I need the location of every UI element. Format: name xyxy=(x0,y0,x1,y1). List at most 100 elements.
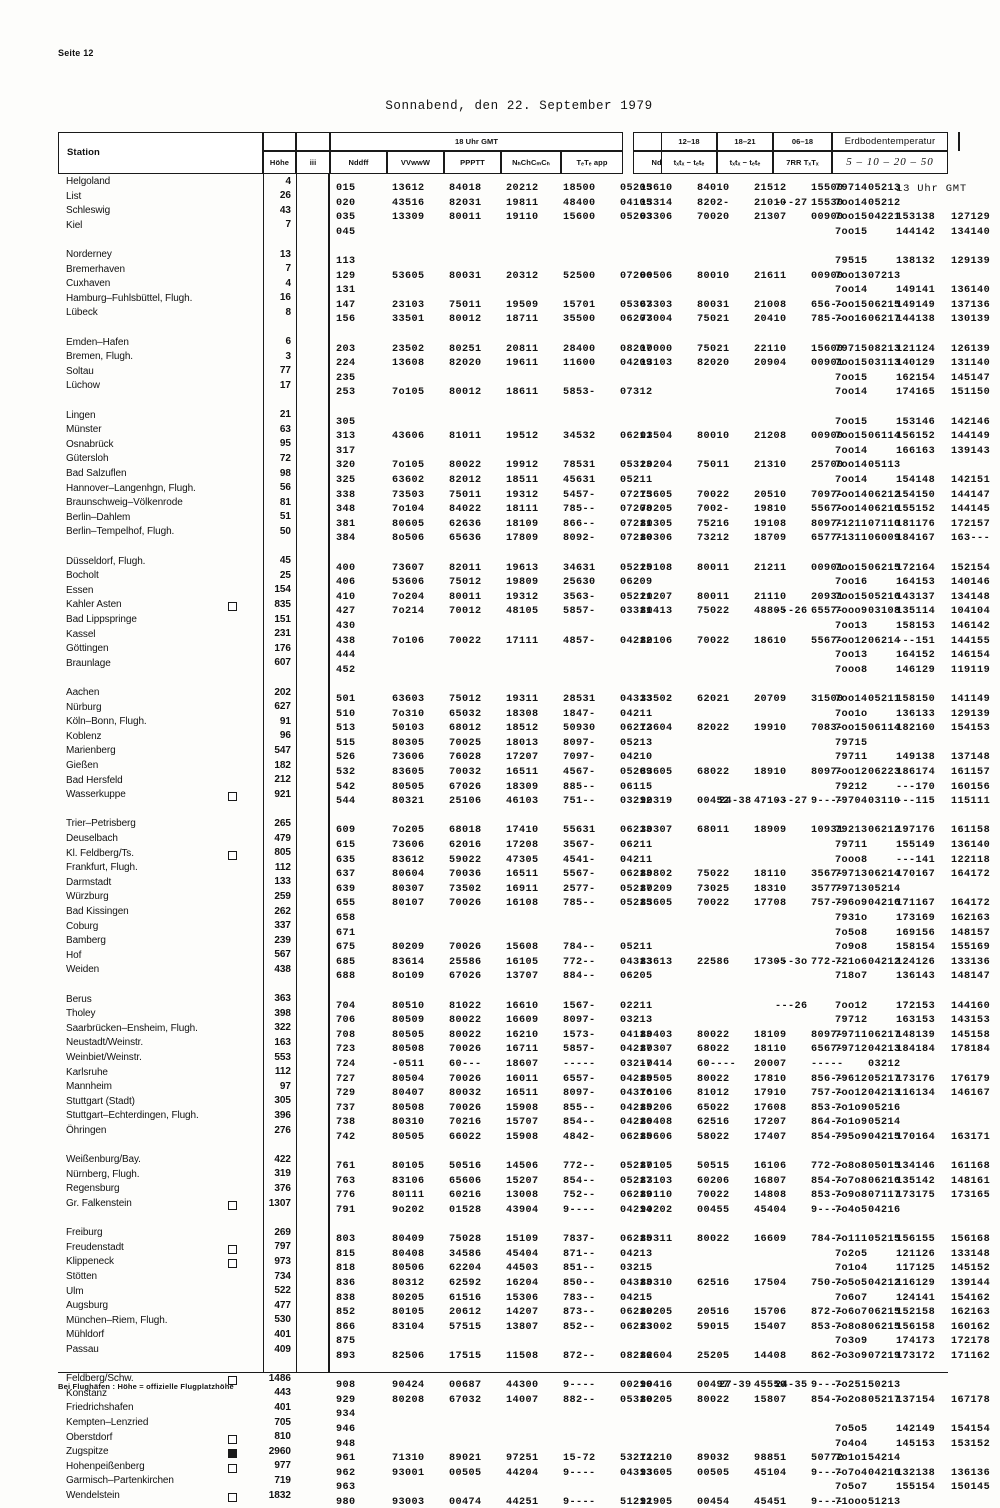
station-index: 708 xyxy=(336,1029,356,1041)
soil-temp-20-50: 144155 xyxy=(951,635,991,647)
station-index: 045 xyxy=(336,226,356,238)
soil-temp-20-50: 172157 xyxy=(951,518,991,530)
obs-21uhr-1: 75021 xyxy=(697,314,730,326)
station-name: Gütersloh xyxy=(66,453,109,465)
soil-temp-20-50: 136140 xyxy=(951,840,991,851)
table-row: Bremerhaven 7 129 53605 80031 20312 52500 07206… xyxy=(58,263,948,282)
station-altitude: 98 xyxy=(279,467,291,479)
obs-18uhr-2: 14506 xyxy=(506,1161,539,1173)
station-name: Kassel xyxy=(66,628,96,640)
obs-18uhr-4: 05205 xyxy=(620,183,653,194)
station-name: Gießen xyxy=(66,760,99,771)
obs-21uhr-2: 17608 xyxy=(754,1102,787,1114)
table-row: Freiburg 269 803 80409 75028 15109 7837- 06215 8… xyxy=(58,1227,990,1246)
obs-18uhr-3: 3563- xyxy=(563,591,596,603)
station-altitude: 479 xyxy=(274,832,291,844)
obs-18uhr-0: 73606 xyxy=(392,752,425,764)
obs-18uhr-0: 83605 xyxy=(392,767,425,778)
obs-18uhr-3: 5567- xyxy=(563,869,596,881)
table-row: Düsseldorf, Flugh. 45 400 73607 82011 19613 34… xyxy=(58,555,990,574)
soil-temp-5-10: 170167 xyxy=(896,869,936,881)
obs-18uhr-1: 20612 xyxy=(449,1307,482,1319)
obs-21uhr-0: 91905 xyxy=(640,1497,673,1508)
station-altitude: 810 xyxy=(274,1431,291,1443)
obs-18uhr-0: 80505 xyxy=(392,1132,425,1143)
soil-temp-5-10: 164153 xyxy=(896,577,936,589)
obs-18uhr-3: 871-- xyxy=(563,1248,596,1260)
obs-21uhr-3: 750-- xyxy=(811,1278,844,1289)
obs-18uhr-2: 13707 xyxy=(506,971,539,983)
table-row: Wasserkuppe 921 544 80321 25106 46103 751-- 032… xyxy=(58,789,990,808)
obs-18uhr-2: 15608 xyxy=(506,942,539,954)
obs-18uhr-2: 16711 xyxy=(506,1044,539,1056)
obs-18uhr-1: 70026 xyxy=(449,1102,482,1114)
soil-temp-20-50: 131140 xyxy=(951,358,991,370)
obs-21uhr-2: 48805 xyxy=(754,606,787,618)
station-altitude: 553 xyxy=(274,1051,291,1063)
header-group-18uhr: 18 Uhr GMT xyxy=(330,132,623,151)
obs-18uhr-2: 18607 xyxy=(506,1059,539,1070)
obs-18uhr-3: 851-- xyxy=(563,1263,596,1275)
obs-18uhr-1: 70025 xyxy=(449,737,482,749)
station-name: Bad Kissingen xyxy=(66,906,129,917)
table-row: Berus 363 704 80510 81022 16610 1567- 02211 ---2… xyxy=(58,993,990,1012)
table-row: Ulm 522 838 80205 61516 15306 783-- 04215 7o6o7 1… xyxy=(58,1285,990,1304)
temp-range-18-21: ---3o xyxy=(775,956,808,968)
rule-after-station xyxy=(263,174,264,1372)
soil-temp-20-50: 156168 xyxy=(951,1234,991,1246)
precip-06-18: 79515 xyxy=(835,256,868,267)
station-altitude: 522 xyxy=(274,1285,291,1297)
precip-06-18: 7o6o7 xyxy=(835,1292,868,1304)
table-header-right xyxy=(58,132,960,174)
soil-temp-20-50: 164172 xyxy=(951,869,991,881)
obs-21uhr-0: -0414 xyxy=(640,1059,673,1070)
obs-18uhr-2: 20811 xyxy=(506,343,539,355)
precip-06-18: 7o4o5 xyxy=(835,1205,868,1216)
obs-18uhr-0: 90424 xyxy=(392,1380,425,1392)
obs-18uhr-4: 04313 xyxy=(620,1278,653,1289)
obs-21uhr-2: 18610 xyxy=(754,635,787,647)
obs-18uhr-2: 19811 xyxy=(506,197,539,209)
obs-18uhr-2: 19312 xyxy=(506,489,539,501)
obs-21uhr-3: 00900 xyxy=(811,212,844,224)
table-row: Münster 63 313 43606 81011 19512 34532 06211 035… xyxy=(58,424,990,443)
obs-21uhr-3: 757-- xyxy=(811,898,844,910)
obs-18uhr-1: 59022 xyxy=(449,854,482,866)
table-row: Bamberg 239 675 80209 70026 15608 784-- 05211 7o… xyxy=(58,935,990,954)
obs-18uhr-0: 43606 xyxy=(392,431,425,443)
obs-21uhr-0: 73605 xyxy=(640,489,673,501)
station-altitude: 26 xyxy=(279,190,291,202)
station-name: Frankfurt, Flugh. xyxy=(66,862,138,874)
obs-21uhr-2: 45451 xyxy=(754,1497,787,1508)
station-index: 875 xyxy=(336,1336,356,1348)
obs-21uhr-1: 80011 xyxy=(697,591,730,603)
table-row: Lüchow 17 253 7o105 80012 18611 5853- 07312 7oo1… xyxy=(58,380,990,399)
obs-18uhr-0: 50103 xyxy=(392,723,425,735)
station-name: Osnabrück xyxy=(66,438,114,450)
obs-18uhr-4: 04215 xyxy=(620,1292,653,1304)
obs-21uhr-2: 18110 xyxy=(754,869,787,881)
soil-temp-20-50: 148161 xyxy=(951,1175,991,1187)
obs-21uhr-4: 04212 xyxy=(868,956,901,968)
station-altitude: 96 xyxy=(279,730,291,742)
obs-21uhr-1: 81012 xyxy=(697,1088,730,1100)
obs-18uhr-3: 4567- xyxy=(563,767,596,778)
obs-18uhr-2: 44300 xyxy=(506,1380,539,1392)
obs-21uhr-4: 07110 xyxy=(868,518,901,530)
obs-21uhr-1: 80022 xyxy=(697,1029,730,1041)
obs-18uhr-0: 53605 xyxy=(392,270,425,282)
soil-temp-20-50: 144147 xyxy=(951,489,991,501)
rule-after-iii xyxy=(328,174,330,1372)
station-index: 723 xyxy=(336,1044,356,1056)
obs-18uhr-3: 784-- xyxy=(563,942,596,954)
soil-temp-20-50: 173165 xyxy=(951,1190,991,1202)
station-altitude: 91 xyxy=(279,715,291,727)
soil-temp-20-50: 134140 xyxy=(951,226,991,238)
station-index: 836 xyxy=(336,1278,356,1289)
soil-temp-20-50: 130139 xyxy=(951,314,991,326)
precip-06-18: 79713 xyxy=(835,869,868,881)
open-square-icon xyxy=(228,1244,237,1254)
soil-temp-20-50: 119119 xyxy=(951,664,991,676)
table-row: Braunschweig–Völkenrode 81 348 7o104 84022 18… xyxy=(58,497,990,516)
obs-18uhr-2: 16511 xyxy=(506,767,539,778)
